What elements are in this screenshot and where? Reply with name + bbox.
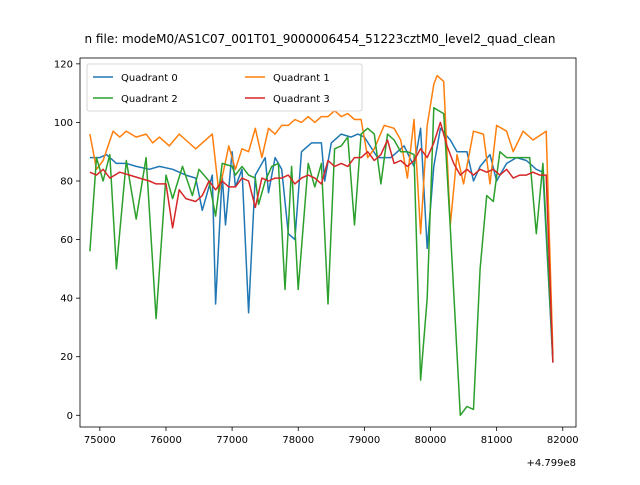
legend-label-quadrant-1: Quadrant 1: [273, 73, 330, 84]
x-tick-label: 82000: [547, 435, 579, 446]
x-tick-label: 80000: [415, 435, 447, 446]
y-tick-label: 120: [54, 59, 73, 70]
x-tick-label: 81000: [481, 435, 513, 446]
legend-label-quadrant-0: Quadrant 0: [121, 73, 178, 84]
legend: Quadrant 0 Quadrant 1 Quadrant 2 Quadrant 3: [86, 63, 363, 112]
x-offset-label: +4.799e8: [526, 458, 576, 469]
y-tick-label: 40: [60, 294, 73, 305]
series-line-quadrant-2: [89, 107, 554, 417]
x-tick-label: 75000: [84, 435, 116, 446]
chart-title: n file: modeM0/AS1C07_001T01_9000006454_…: [85, 32, 556, 46]
x-axis: 75000 76000 77000 78000 79000 80000 81000 82000: [84, 427, 579, 446]
y-axis: 0 20 40 60 80 100 120: [54, 59, 80, 422]
y-tick-label: 0: [67, 411, 73, 422]
series-layer: [89, 74, 554, 417]
x-tick-label: 76000: [150, 435, 182, 446]
x-tick-label: 78000: [282, 435, 314, 446]
series-line-quadrant-3: [89, 121, 554, 363]
x-tick-label: 79000: [348, 435, 380, 446]
x-tick-label: 77000: [216, 435, 248, 446]
legend-box: [86, 63, 363, 112]
plot-area-background: [80, 58, 576, 427]
y-tick-label: 60: [60, 235, 73, 246]
legend-label-quadrant-3: Quadrant 3: [273, 94, 330, 105]
legend-label-quadrant-2: Quadrant 2: [121, 94, 178, 105]
y-tick-label: 20: [60, 352, 73, 363]
plot-frame: [79, 57, 577, 428]
y-tick-label: 80: [60, 177, 73, 188]
y-tick-label: 100: [54, 118, 73, 129]
series-line-quadrant-0: [89, 127, 554, 363]
